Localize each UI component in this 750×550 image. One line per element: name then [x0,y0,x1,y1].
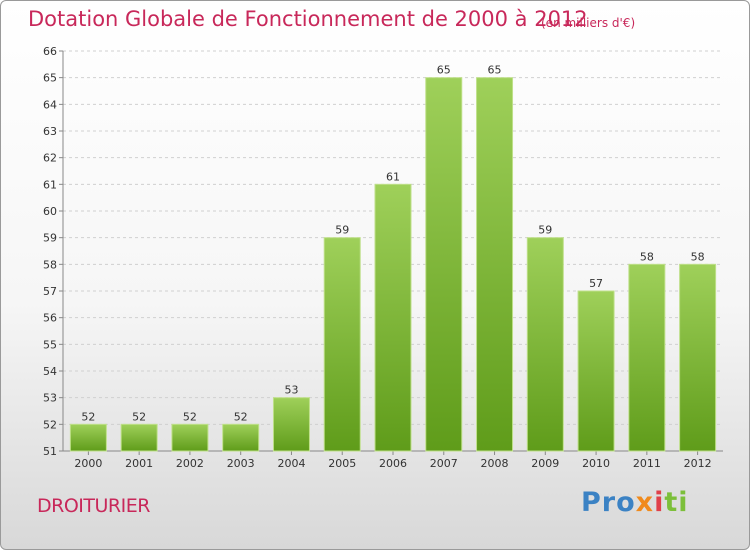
chart-title: Dotation Globale de Fonctionnement de 20… [28,7,588,31]
y-tick-label: 66 [43,45,57,58]
value-label-2005: 59 [335,224,349,237]
commune-name: DROITURIER [37,495,150,517]
value-label-2006: 61 [386,170,400,183]
bar-2006 [374,183,412,452]
bar-2008 [476,77,514,452]
bar-2011 [628,263,666,452]
category-label-2004: 2004 [277,457,305,470]
y-tick-label: 57 [43,285,57,298]
category-label-2012: 2012 [684,457,712,470]
bars [69,77,717,452]
bar-2000 [69,423,107,452]
y-tick-label: 55 [43,338,57,351]
y-tick-label: 59 [43,232,57,245]
y-tick-label: 62 [43,152,57,165]
value-label-2010: 57 [589,277,603,290]
category-label-2005: 2005 [328,457,356,470]
bar-2007 [425,77,463,452]
value-label-2001: 52 [132,410,146,423]
value-label-2000: 52 [81,410,95,423]
bar-2012 [679,263,717,452]
bar-2004 [272,397,310,452]
y-tick-label: 56 [43,312,57,325]
bar-2005 [323,237,361,452]
y-tick-label: 54 [43,365,57,378]
category-label-2009: 2009 [531,457,559,470]
category-label-2007: 2007 [430,457,458,470]
y-tick-label: 61 [43,178,57,191]
category-label-2002: 2002 [176,457,204,470]
value-label-2004: 53 [284,384,298,397]
value-label-2011: 58 [640,250,654,263]
labels: 51 52 53 54 55 56 57 58 59 60 61 62 63 64 65 66 52 2000 52… [43,45,712,470]
category-label-2000: 2000 [74,457,102,470]
category-label-2010: 2010 [582,457,610,470]
y-tick-label: 64 [43,98,57,111]
value-label-2009: 59 [538,224,552,237]
bar-2002 [171,423,209,452]
y-tick-label: 60 [43,205,57,218]
category-label-2011: 2011 [633,457,661,470]
bar-2010 [577,290,615,452]
category-label-2006: 2006 [379,457,407,470]
y-tick-label: 63 [43,125,57,138]
bar-2009 [526,237,564,452]
chart-subtitle: (en milliers d'€) [541,16,636,30]
value-label-2012: 58 [691,250,705,263]
category-label-2003: 2003 [227,457,255,470]
bar-2001 [120,423,158,452]
value-label-2008: 65 [488,64,502,77]
value-label-2002: 52 [183,410,197,423]
y-tick-label: 52 [43,418,57,431]
y-tick-label: 58 [43,258,57,271]
bar-2003 [222,423,260,452]
category-label-2008: 2008 [481,457,509,470]
y-tick-label: 65 [43,72,57,85]
y-tick-label: 53 [43,392,57,405]
category-label-2001: 2001 [125,457,153,470]
value-label-2007: 65 [437,64,451,77]
proxiti-logo: Proxiti [581,487,689,518]
y-tick-label: 51 [43,445,57,458]
value-label-2003: 52 [234,410,248,423]
